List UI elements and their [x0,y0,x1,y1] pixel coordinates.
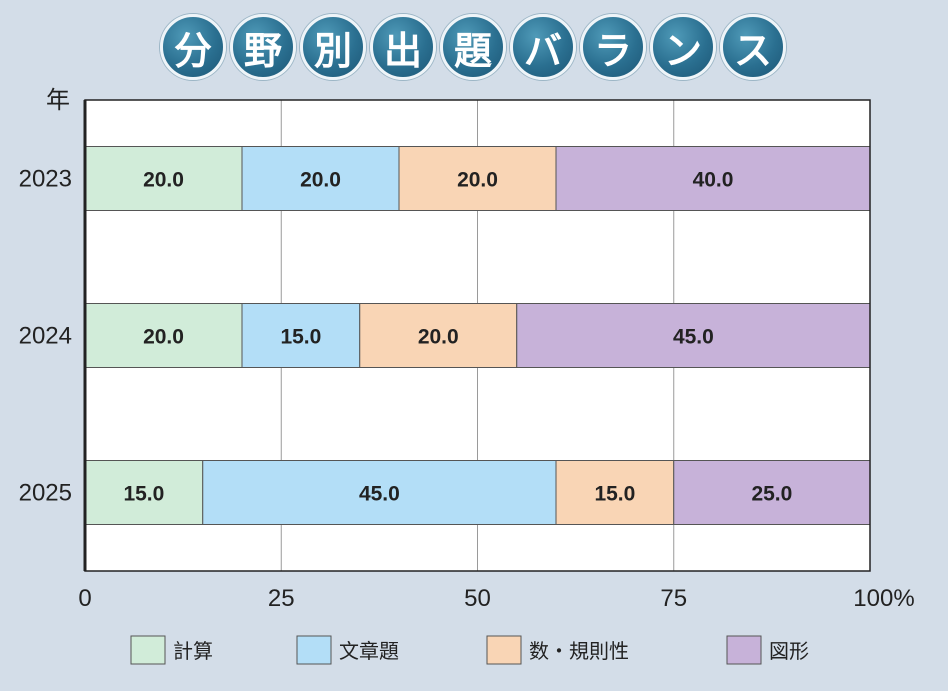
x-tick-labels: 0 25 50 75 100% [78,585,914,612]
x-tick-label: 100% [853,585,914,612]
data-label: 20.0 [300,169,341,192]
data-label: 45.0 [673,326,714,349]
bar-segment [398,146,557,211]
data-label: 25.0 [751,483,792,506]
title-char: 出 [370,14,436,80]
data-label: 20.0 [418,326,459,349]
bar-segment [516,303,871,368]
bar-segment [359,303,518,368]
data-label: 45.0 [359,483,400,506]
bars: 20.0 20.0 20.0 40.0 20.0 15.0 20.0 45.0 15.0 45.0… [84,146,871,525]
bar-segment [84,146,243,211]
y-tick-label: 2023 [19,166,72,193]
title-char: 野 [230,14,296,80]
legend-label: 文章題 [339,639,399,663]
legend-swatch [486,635,522,665]
legend-label: 数・規則性 [529,639,629,663]
data-label: 20.0 [457,169,498,192]
legend-swatch [130,635,166,665]
legend-label: 図形 [769,639,809,663]
data-label: 40.0 [693,169,734,192]
y-tick-labels: 2023 2024 2025 [19,166,72,507]
legend-swatch [296,635,332,665]
title-char: ン [650,14,716,80]
data-label: 20.0 [143,169,184,192]
bar-segment [241,303,361,368]
bar-segment [241,146,400,211]
title-char: ラ [580,14,646,80]
y-tick-label: 2025 [19,480,72,507]
bar-segment [202,460,557,525]
chart-title: 分野別出題バランス [160,14,790,84]
title-char: バ [510,14,576,80]
x-tick-label: 25 [268,585,295,612]
legend-label: 計算 [173,639,213,663]
title-char: ス [720,14,786,80]
data-label: 15.0 [280,326,321,349]
x-tick-label: 50 [464,585,491,612]
x-tick-label: 75 [660,585,687,612]
legend: 計算 文章題 数・規則性 図形 [130,635,809,665]
bar-segment [84,303,243,368]
title-char: 題 [440,14,506,80]
y-axis-label: 年 [46,87,70,114]
title-char: 別 [300,14,366,80]
data-label: 15.0 [123,483,164,506]
bar-segment [555,460,675,525]
y-tick-label: 2024 [19,323,72,350]
data-label: 15.0 [594,483,635,506]
legend-swatch [726,635,762,665]
x-tick-label: 0 [78,585,91,612]
data-label: 20.0 [143,326,184,349]
bar-segment [555,146,871,211]
title-char: 分 [160,14,226,80]
bar-segment [84,460,204,525]
